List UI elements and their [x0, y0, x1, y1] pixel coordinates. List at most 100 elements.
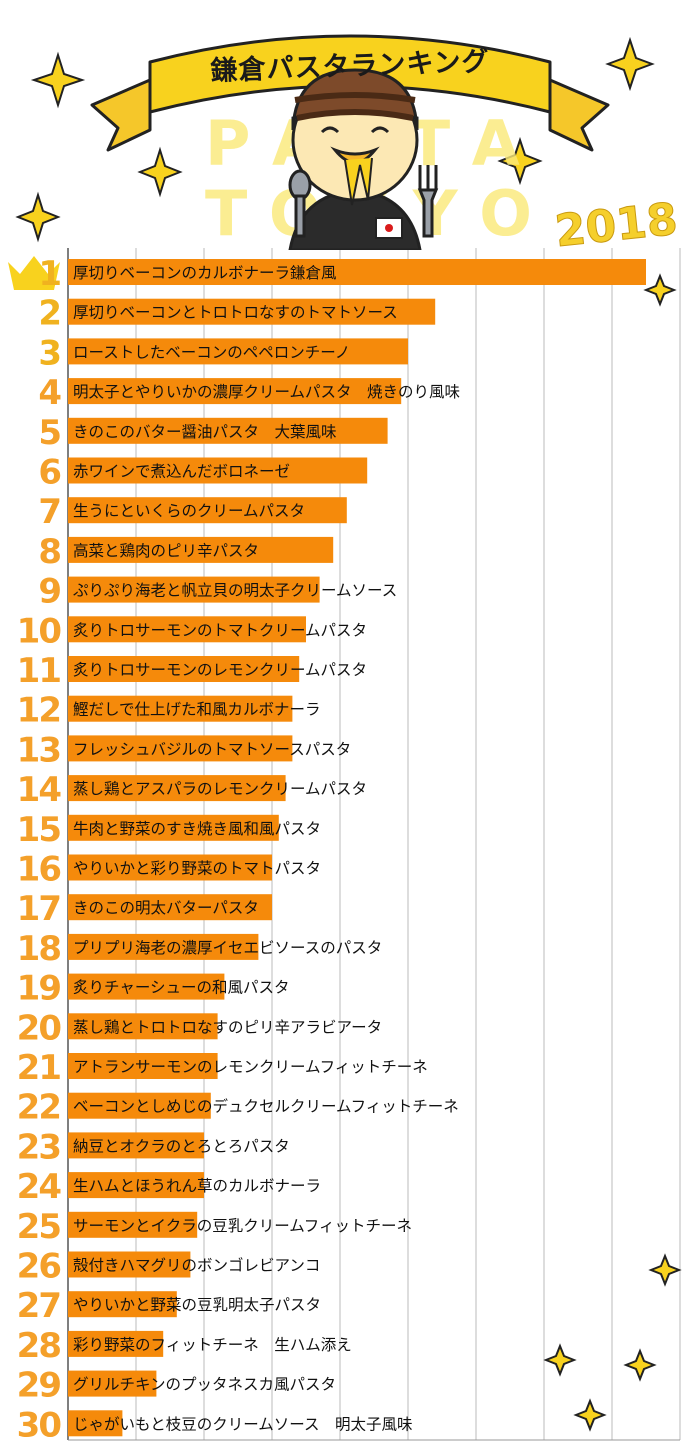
rank-number: 7 — [38, 492, 60, 532]
mascot-illustration: P A S T A T O K Y O — [15, 34, 655, 252]
bar-label-rank-27: やりいかと野菜の豆乳明太子パスタ — [73, 1296, 321, 1314]
bar-rank-22 — [68, 1092, 211, 1119]
sparkle-icon — [643, 273, 677, 307]
rank-number: 6 — [38, 453, 60, 493]
rank-number: 13 — [17, 730, 60, 770]
bar-rank-8 — [68, 536, 334, 563]
bar-label-rank-22: ベーコンとしめじのデュクセルクリームフィットチーネ — [73, 1097, 459, 1116]
bar-label-rank-7: 生うにといくらのクリームパスタ — [73, 502, 305, 520]
rank-number: 5 — [38, 413, 60, 453]
sparkle-icon — [648, 1253, 682, 1287]
bar-label-rank-26: 殻付きハマグリのボンゴレビアンコ — [73, 1256, 320, 1275]
bar-label-rank-8: 高菜と鶏肉のピリ辛パスタ — [73, 542, 259, 560]
rank-number: 4 — [38, 373, 61, 413]
bar-rank-10 — [68, 616, 306, 643]
rank-number: 21 — [17, 1048, 61, 1088]
bar-label-rank-1: 厚切りベーコンのカルボナーラ鎌倉風 — [73, 264, 337, 282]
bar-rank-30 — [68, 1410, 123, 1437]
bar-label-rank-19: 炙りチャーシューの和風パスタ — [73, 979, 290, 997]
rank-number: 11 — [17, 651, 61, 691]
rank-number: 26 — [17, 1247, 61, 1287]
bar-label-rank-15: 牛肉と野菜のすき焼き風和風パスタ — [73, 820, 321, 838]
bar-label-rank-30: じゃがいもと枝豆のクリームソース 明太子風味 — [73, 1415, 412, 1433]
bar-label-rank-9: ぷりぷり海老と帆立貝の明太子クリームソース — [73, 582, 397, 600]
rank-number: 16 — [17, 850, 61, 890]
bar-rank-27 — [68, 1291, 177, 1318]
bar-label-rank-4: 明太子とやりいかの濃厚クリームパスタ 焼きのり風味 — [73, 383, 460, 401]
bar-rank-13 — [68, 735, 293, 762]
bar-rank-2 — [68, 298, 436, 325]
chef-mascot-icon — [288, 68, 439, 252]
rank-number: 9 — [38, 572, 60, 612]
bar-rank-6 — [68, 457, 368, 484]
bar-rank-12 — [68, 695, 293, 722]
bar-rank-25 — [68, 1211, 198, 1238]
bar-rank-26 — [68, 1251, 191, 1278]
bar-rank-9 — [68, 576, 320, 603]
bar-label-rank-6: 赤ワインで煮込んだボロネーゼ — [73, 463, 290, 481]
bar-rank-18 — [68, 933, 259, 960]
rank-number: 3 — [38, 333, 60, 373]
bar-rank-3 — [68, 338, 408, 365]
bar-label-rank-5: きのこのバター醤油パスタ 大葉風味 — [73, 423, 337, 441]
rank-number: 27 — [17, 1286, 60, 1326]
rank-number: 29 — [17, 1366, 61, 1406]
bar-label-rank-18: プリプリ海老の濃厚イセエビソースのパスタ — [73, 939, 382, 957]
bar-rank-20 — [68, 1013, 218, 1040]
chart-grid — [67, 248, 681, 1441]
rank-numbers: 1234567891011121314151617181920212223242… — [8, 254, 682, 1445]
rank-number: 24 — [17, 1167, 62, 1207]
bar-label-rank-3: ローストしたベーコンのペペロンチーノ — [73, 343, 350, 361]
bar-label-rank-29: グリルチキンのプッタネスカ風パスタ — [73, 1376, 336, 1394]
rank-number: 23 — [17, 1127, 60, 1167]
rank-number: 15 — [17, 810, 61, 850]
bar-rank-11 — [68, 656, 300, 682]
bar-label-rank-2: 厚切りベーコンとトロトロなすのトマトソース — [73, 304, 398, 322]
chart-labels: 厚切りベーコンのカルボナーラ鎌倉風厚切りベーコンとトロトロなすのトマトソースロー… — [73, 264, 460, 1433]
bar-label-rank-13: フレッシュバジルのトマトソースパスタ — [73, 740, 351, 758]
rank-number: 10 — [17, 611, 62, 651]
bar-label-rank-16: やりいかと彩り野菜のトマトパスタ — [73, 860, 321, 878]
bar-label-rank-20: 蒸し鶏とトロトロなすのピリ辛アラビアータ — [73, 1018, 382, 1036]
sparkle-icon — [15, 36, 655, 243]
bar-label-rank-17: きのこの明太バターパスタ — [73, 899, 259, 917]
bar-label-rank-28: 彩り野菜のフィットチーネ 生ハム添え — [73, 1336, 352, 1354]
sparkle-icon — [543, 1343, 577, 1377]
rank-number: 2 — [38, 294, 60, 334]
bar-label-rank-24: 生ハムとほうれん草のカルボナーラ — [73, 1177, 321, 1195]
bar-rank-24 — [68, 1172, 204, 1199]
bar-rank-17 — [68, 894, 272, 921]
bar-label-rank-21: アトランサーモンのレモンクリームフィットチーネ — [73, 1058, 428, 1076]
header-illustration: P A S T A T O K Y O 鎌倉パスタランキング 2018 — [0, 0, 700, 258]
rank-number: 20 — [17, 1008, 62, 1048]
bar-rank-21 — [68, 1053, 218, 1079]
bar-rank-15 — [68, 814, 279, 841]
bar-rank-7 — [68, 497, 347, 524]
rank-number: 28 — [17, 1326, 61, 1366]
bar-rank-29 — [68, 1370, 157, 1397]
sparkle-icon — [573, 1398, 607, 1432]
bar-label-rank-11: 炙りトロサーモンのレモンクリームパスタ — [73, 661, 367, 679]
rank-number: 22 — [17, 1088, 60, 1128]
chart-bars — [68, 259, 646, 1437]
bar-rank-28 — [68, 1330, 164, 1357]
rank-number: 14 — [17, 770, 62, 810]
rank-number: 1 — [38, 254, 60, 294]
rank-number: 12 — [17, 691, 60, 731]
bar-label-rank-10: 炙りトロサーモンのトマトクリームパスタ — [73, 621, 367, 639]
bar-label-rank-14: 蒸し鶏とアスパラのレモンクリームパスタ — [73, 780, 367, 798]
bar-rank-4 — [68, 378, 402, 405]
rank-number: 18 — [17, 929, 61, 969]
rank-number: 25 — [17, 1207, 61, 1247]
bar-rank-19 — [68, 973, 225, 1000]
sparkle-icon — [623, 1348, 657, 1382]
bar-label-rank-12: 鰹だしで仕上げた和風カルボナーラ — [73, 701, 321, 719]
rank-number: 30 — [17, 1405, 62, 1445]
crown-icon — [8, 256, 60, 290]
bar-rank-14 — [68, 775, 286, 802]
rank-number: 8 — [38, 532, 60, 572]
bar-label-rank-23: 納豆とオクラのとろとろパスタ — [73, 1137, 290, 1155]
bar-rank-1 — [68, 259, 646, 285]
rank-number: 17 — [17, 889, 60, 929]
